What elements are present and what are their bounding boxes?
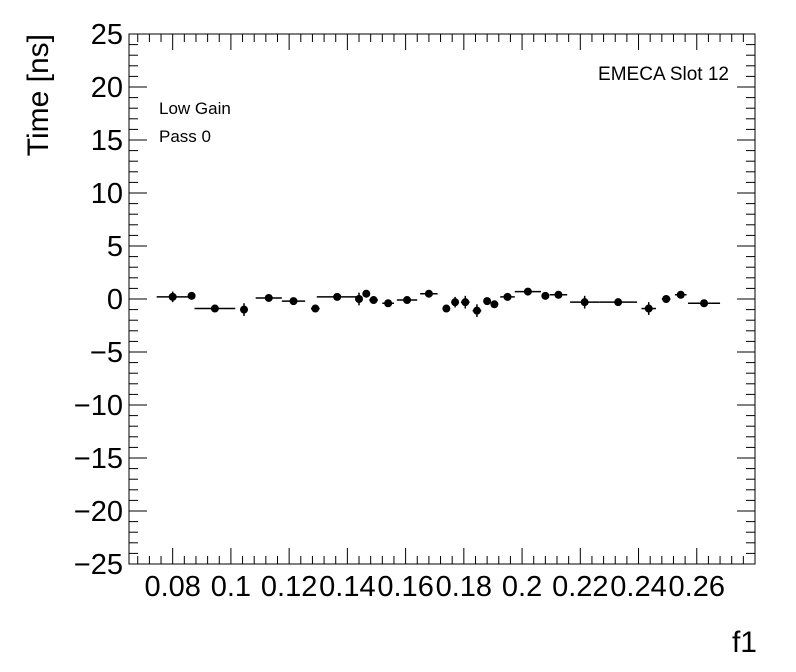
point-marker (676, 290, 685, 299)
data-point (310, 304, 320, 313)
x-tick-label: 0.2 (502, 571, 542, 603)
point-marker (187, 291, 196, 300)
point-marker (662, 295, 671, 303)
data-points (156, 287, 721, 318)
data-point (369, 296, 378, 305)
point-marker (541, 291, 550, 300)
point-marker (355, 295, 364, 303)
y-axis-label: Time [ns] (22, 34, 55, 156)
point-marker (700, 299, 709, 308)
point-marker (554, 290, 563, 299)
point-marker (333, 292, 342, 301)
data-point (641, 302, 657, 315)
data-point (541, 291, 550, 300)
data-point (355, 292, 364, 306)
point-marker (424, 289, 433, 298)
data-point (194, 304, 236, 313)
x-tick-label: 0.24 (610, 571, 666, 603)
point-marker (264, 293, 273, 302)
x-axis-label: f1 (732, 626, 757, 659)
y-tick-label: −20 (74, 496, 123, 528)
data-point (688, 299, 721, 308)
point-marker (369, 296, 378, 305)
data-point (674, 290, 687, 299)
y-tick-label: 25 (91, 19, 123, 51)
point-marker (614, 298, 623, 307)
data-point (255, 293, 282, 302)
y-axis-ticks: −25 −20 −15 −10 −5 0 5 10 15 20 25 (74, 19, 755, 581)
point-marker (483, 297, 492, 306)
data-point (420, 289, 438, 298)
x-tick-label: 0.12 (261, 571, 317, 603)
y-tick-label: −25 (74, 549, 123, 581)
x-axis-ticks: 0.08 0.1 0.12 0.14 0.16 0.18 0.2 0.22 0.24 0.26 (137, 34, 756, 603)
data-point (483, 297, 492, 306)
point-marker (644, 304, 653, 313)
point-marker (472, 306, 481, 315)
point-marker (503, 292, 512, 301)
data-point (382, 299, 394, 308)
x-tick-label: 0.1 (211, 571, 251, 603)
point-marker (461, 298, 470, 307)
point-marker (442, 304, 451, 313)
data-point (362, 289, 371, 298)
data-point (451, 296, 460, 308)
x-tick-label: 0.22 (552, 571, 608, 603)
x-tick-label: 0.16 (377, 571, 433, 603)
y-tick-label: 20 (91, 72, 123, 104)
x-tick-label: 0.14 (319, 571, 375, 603)
data-point (514, 287, 541, 296)
x-tick-label: 0.26 (669, 571, 725, 603)
data-point (187, 291, 196, 300)
gain-annotation: Low Gain (159, 99, 231, 118)
point-marker (451, 298, 460, 307)
data-point (442, 304, 451, 313)
point-marker (311, 304, 320, 313)
x-tick-label: 0.08 (144, 571, 200, 603)
point-marker (240, 305, 249, 314)
data-point (240, 303, 249, 316)
point-marker (362, 289, 371, 298)
point-marker (384, 299, 393, 308)
x-tick-label: 0.18 (436, 571, 492, 603)
point-marker (523, 287, 532, 296)
point-marker (580, 298, 589, 307)
y-tick-label: 10 (91, 178, 123, 210)
data-point (500, 292, 515, 301)
data-point (460, 295, 470, 309)
y-tick-label: −5 (90, 337, 123, 369)
point-marker (289, 297, 298, 306)
data-point (396, 296, 418, 305)
point-marker (210, 304, 219, 313)
data-point (472, 304, 482, 318)
data-point (281, 297, 306, 306)
data-point (570, 295, 600, 309)
y-tick-label: −15 (74, 443, 123, 475)
pass-annotation: Pass 0 (159, 127, 211, 146)
y-tick-label: 5 (107, 231, 123, 263)
data-point (549, 290, 568, 299)
data-point (156, 291, 189, 303)
data-point (599, 298, 638, 307)
point-marker (168, 292, 177, 301)
data-point (316, 292, 358, 301)
data-point (661, 295, 671, 303)
point-marker (403, 296, 412, 305)
point-marker (490, 300, 499, 309)
y-tick-label: −10 (74, 390, 123, 422)
slot-annotation: EMECA Slot 12 (598, 64, 729, 85)
y-tick-label: 0 (107, 284, 123, 316)
y-tick-label: 15 (91, 125, 123, 157)
data-point (490, 300, 499, 309)
